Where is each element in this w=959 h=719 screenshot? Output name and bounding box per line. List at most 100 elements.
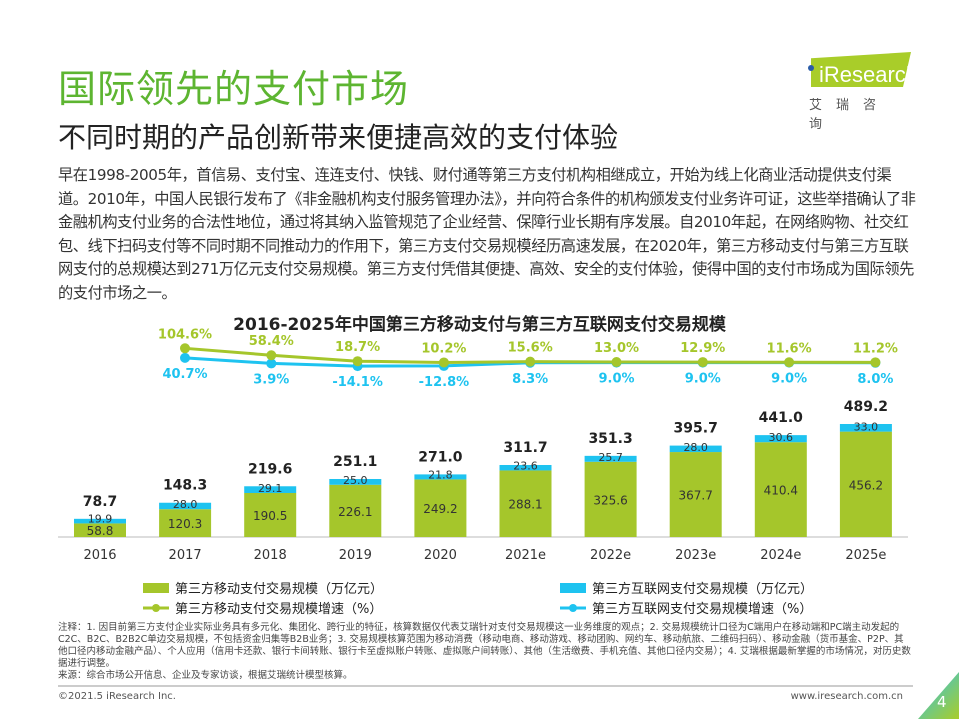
bar-total-label: 351.3 xyxy=(588,431,632,447)
growth-point xyxy=(438,357,449,368)
growth-label: 3.9% xyxy=(253,372,289,387)
x-tick-label: 2024e xyxy=(760,548,801,563)
source-note: 来源：综合市场公开信息、企业及专家访谈，根据艾瑞统计模型核算。 xyxy=(58,670,353,681)
bar-label-internet: 19.9 xyxy=(88,512,113,525)
bar-internet xyxy=(74,518,126,524)
x-tick-label: 2018 xyxy=(254,548,287,563)
bar-label-internet: 23.6 xyxy=(513,459,538,472)
growth-label: 11.6% xyxy=(767,341,812,356)
body-paragraph: 早在1998-2005年，首信易、支付宝、连连支付、快钱、财付通等第三方支付机构… xyxy=(58,166,916,302)
footnote: 注释：1. 因目前第三方支付企业实际业务具有多元化、集团化、跨行业的特征，核算数… xyxy=(58,622,911,669)
logo-text: iResearch xyxy=(819,62,919,87)
chart: 58.819.9 78.7 2016 120.3 28.0 148.3 2017 190.5 2… xyxy=(58,327,908,563)
bar-total-label: 441.0 xyxy=(759,410,804,426)
bar-label-mobile: 410.4 xyxy=(764,484,798,498)
bar-label-internet: 33.0 xyxy=(854,421,879,434)
bar-label-internet: 25.7 xyxy=(598,451,623,464)
x-tick-label: 2017 xyxy=(169,548,202,563)
bar-label-internet: 28.0 xyxy=(173,498,198,511)
bar-mobile xyxy=(244,492,297,537)
growth-label: 12.9% xyxy=(680,341,725,356)
growth-label: 58.4% xyxy=(249,334,294,349)
copyright: ©2021.5 iResearch Inc. xyxy=(58,691,176,702)
legend-internet-bar: 第三方互联网支付交易规模（万亿元） xyxy=(560,578,813,597)
bar-total-label: 271.0 xyxy=(418,449,463,465)
footer-row: ©2021.5 iResearch Inc. www.iresearch.com… xyxy=(58,691,913,702)
growth-point xyxy=(697,357,708,368)
bar-total-label: 311.7 xyxy=(503,440,547,456)
bar-internet xyxy=(244,486,297,493)
growth-point xyxy=(784,357,795,368)
legend-line-marker xyxy=(560,603,586,612)
legend-mobile-line: 第三方移动支付交易规模增速（%） xyxy=(143,598,382,617)
bar-label-internet: 28.0 xyxy=(683,441,708,454)
bar-total-label: 148.3 xyxy=(163,478,207,494)
growth-label: 15.6% xyxy=(508,341,553,356)
legend-label: 第三方互联网支付交易规模（万亿元） xyxy=(592,582,814,597)
bar-label-mobile: 226.1 xyxy=(338,505,372,519)
legend-line-marker xyxy=(143,603,169,612)
bar-internet xyxy=(839,423,892,432)
bar-total-label: 251.1 xyxy=(333,454,377,470)
bar-internet xyxy=(414,474,467,480)
growth-label: 13.0% xyxy=(594,341,639,356)
bar-label-mobile: 288.1 xyxy=(508,498,542,512)
bar-label-internet: 21.8 xyxy=(428,468,453,481)
growth-point xyxy=(180,343,190,354)
page-number: 4 xyxy=(937,693,947,711)
bar-label-mobile: 367.7 xyxy=(679,489,713,503)
logo-cn-text: 艾瑞咨询 xyxy=(809,98,891,132)
bar-total-label: 78.7 xyxy=(83,494,118,510)
footer-area: 注释：1. 因目前第三方支付企业实际业务具有多元化、集团化、跨行业的特征，核算数… xyxy=(58,622,913,719)
bar-mobile xyxy=(669,452,722,537)
bar-label-mobile: 456.2 xyxy=(849,478,883,492)
bar-total-label: 489.2 xyxy=(844,399,888,415)
bar-mobile xyxy=(584,461,637,537)
growth-point xyxy=(611,357,622,368)
growth-label: 10.2% xyxy=(421,341,466,356)
legend-label: 第三方互联网支付交易规模增速（%） xyxy=(592,602,813,617)
bar-mobile xyxy=(159,509,212,537)
growth-label: 8.3% xyxy=(512,372,548,387)
growth-point xyxy=(525,356,536,367)
bar-mobile xyxy=(414,479,467,537)
x-tick-label: 2021e xyxy=(505,548,546,563)
growth-point xyxy=(870,357,881,368)
growth-label: 8.0% xyxy=(857,372,893,387)
bar-mobile xyxy=(499,470,552,537)
growth-label: 40.7% xyxy=(162,367,207,382)
logo-badge: iResearch xyxy=(811,52,911,87)
bar-mobile xyxy=(839,431,892,537)
bar-label-mobile: 190.5 xyxy=(253,509,287,523)
growth-label: -14.1% xyxy=(332,375,383,390)
page-title: 国际领先的支付市场 xyxy=(58,67,410,111)
growth-label: 11.2% xyxy=(853,341,898,356)
bar-internet xyxy=(159,502,212,510)
chart-title: 2016-2025年中国第三方移动支付与第三方互联网支付交易规模 xyxy=(233,315,726,335)
growth-label: 9.0% xyxy=(685,372,721,387)
legend-swatch xyxy=(560,582,586,593)
bar-internet xyxy=(669,445,722,453)
bar-label-mobile: 58.8 xyxy=(87,524,114,538)
footer-url[interactable]: www.iresearch.com.cn xyxy=(790,691,903,702)
bar-internet xyxy=(499,464,552,471)
footer-divider xyxy=(58,685,913,687)
bar-label-internet: 25.0 xyxy=(343,474,368,487)
growth-point xyxy=(266,358,277,369)
growth-label: 9.0% xyxy=(598,372,634,387)
growth-point xyxy=(352,356,363,367)
legend-label: 第三方移动支付交易规模增速（%） xyxy=(175,602,383,617)
legend-swatch xyxy=(143,582,169,593)
bar-internet xyxy=(584,455,637,462)
logo-dot-icon xyxy=(808,65,814,71)
x-tick-label: 2023e xyxy=(675,548,716,563)
bar-label-internet: 29.1 xyxy=(258,482,283,495)
x-tick-label: 2020 xyxy=(424,548,457,563)
bar-internet xyxy=(329,478,382,485)
growth-label: 18.7% xyxy=(335,340,380,355)
growth-label: 104.6% xyxy=(158,327,212,342)
bar-total-label: 219.6 xyxy=(248,461,292,477)
bar-label-mobile: 249.2 xyxy=(423,502,457,516)
page-subtitle: 不同时期的产品创新带来便捷高效的支付体验 xyxy=(58,121,619,154)
